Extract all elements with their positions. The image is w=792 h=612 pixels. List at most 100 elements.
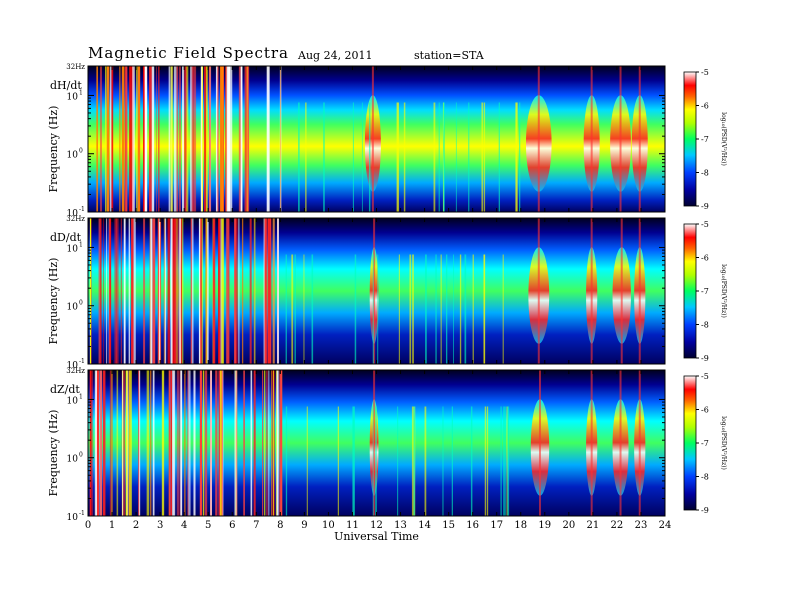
impulse-stripe xyxy=(200,218,204,364)
impulse-stripe xyxy=(116,218,119,364)
impulse-stripe xyxy=(124,370,125,516)
impulse-stripe xyxy=(227,66,231,212)
impulse-stripe xyxy=(468,102,470,212)
impulse-stripe xyxy=(125,370,128,516)
impulse-stripe xyxy=(483,102,486,212)
impulse-stripe xyxy=(204,370,208,516)
ytick-label: 10 xyxy=(67,151,79,161)
impulse-stripe xyxy=(239,66,241,212)
impulse-stripe xyxy=(206,218,208,364)
impulse-stripe xyxy=(103,218,104,364)
impulse-stripe xyxy=(276,370,279,516)
impulse-stripe xyxy=(180,370,182,516)
colorbar: -5 -6 -7 -8 -9 log₁₀(PSD(V²/Hz)) xyxy=(683,220,727,363)
impulse-stripe xyxy=(267,66,270,212)
impulse-stripe xyxy=(464,254,467,364)
impulse-stripe xyxy=(215,370,218,516)
impulse-stripe xyxy=(306,406,308,516)
xtick-label: 10 xyxy=(322,520,335,531)
impulse-stripe xyxy=(164,218,167,364)
xtick-label: 8 xyxy=(277,520,283,531)
impulse-stripe xyxy=(131,66,133,212)
xtick-label: 5 xyxy=(205,520,211,531)
impulse-stripe xyxy=(238,218,240,364)
impulse-stripe xyxy=(516,102,518,212)
impulse-stripe xyxy=(199,370,202,516)
impulse-stripe xyxy=(186,66,189,212)
impulse-stripe xyxy=(403,102,406,212)
colorbar: -5 -6 -7 -8 -9 log₁₀(PSD(V²/Hz)) xyxy=(683,68,727,211)
component-label: dZ/dt xyxy=(50,383,80,396)
impulse-stripe xyxy=(433,102,436,212)
colorbar-tick-label: -8 xyxy=(701,169,709,178)
colorbar-tick-label: -9 xyxy=(701,506,709,515)
impulse-stripe xyxy=(200,218,202,364)
impulse-stripe xyxy=(190,218,194,364)
impulse-stripe xyxy=(372,406,374,516)
xtick-label: 15 xyxy=(442,520,455,531)
impulse-stripe xyxy=(146,370,150,516)
impulse-stripe xyxy=(234,370,237,516)
impulse-stripe xyxy=(128,218,131,364)
impulse-stripe xyxy=(149,66,152,212)
impulse-stripe xyxy=(150,66,152,212)
impulse-stripe xyxy=(205,66,208,212)
impulse-stripe xyxy=(152,370,155,516)
impulse-stripe xyxy=(209,66,211,212)
impulse-stripe xyxy=(303,254,305,364)
impulse-stripe xyxy=(106,66,110,212)
impulse-stripe xyxy=(89,370,92,516)
impulse-stripe xyxy=(537,218,540,364)
impulse-stripe xyxy=(102,370,106,516)
impulse-stripe xyxy=(519,102,521,212)
impulse-stripe xyxy=(277,218,279,364)
impulse-stripe xyxy=(244,66,248,212)
ytick-exponent: 0 xyxy=(79,300,83,307)
xtick-label: 23 xyxy=(635,520,648,531)
impulse-stripe xyxy=(538,370,541,516)
impulse-stripe xyxy=(143,218,146,364)
impulse-stripe xyxy=(172,218,176,364)
impulse-stripe xyxy=(638,218,641,364)
xtick-label: 11 xyxy=(346,520,359,531)
impulse-stripe xyxy=(253,370,256,516)
station-label: station=STA xyxy=(414,49,484,62)
impulse-stripe xyxy=(443,102,445,212)
impulse-stripe xyxy=(138,370,141,516)
impulse-stripe xyxy=(176,218,178,364)
impulse-stripe xyxy=(453,254,454,364)
impulse-stripe xyxy=(218,218,221,364)
x-axis-label: Universal Time xyxy=(334,530,419,543)
impulse-stripe xyxy=(272,218,275,364)
impulse-stripe xyxy=(459,254,462,364)
impulse-stripe xyxy=(352,406,354,516)
impulse-stripe xyxy=(98,218,101,364)
impulse-stripe xyxy=(273,370,274,516)
xtick-label: 12 xyxy=(370,520,383,531)
impulse-stripe xyxy=(398,254,400,364)
impulse-stripe xyxy=(270,370,273,516)
impulse-stripe xyxy=(353,406,355,516)
impulse-stripe xyxy=(638,66,641,212)
xtick-label: 16 xyxy=(466,520,479,531)
impulse-stripe xyxy=(397,102,399,212)
impulse-stripe xyxy=(264,370,266,516)
impulse-stripe xyxy=(270,218,271,364)
impulse-stripe xyxy=(210,370,212,516)
impulse-stripe xyxy=(455,102,457,212)
colorbar-scale xyxy=(683,375,697,511)
impulse-stripe xyxy=(220,370,222,516)
date-label: Aug 24, 2011 xyxy=(298,49,373,62)
impulse-stripe xyxy=(119,66,121,212)
impulse-stripe xyxy=(122,370,124,516)
impulse-stripe xyxy=(109,370,111,516)
impulse-stripe xyxy=(247,66,250,212)
impulse-stripe xyxy=(207,218,209,364)
impulse-stripe xyxy=(202,370,205,516)
impulse-stripe xyxy=(375,406,377,516)
ytick-label: 10 xyxy=(67,303,79,313)
impulse-stripe xyxy=(239,66,242,212)
impulse-stripe xyxy=(253,218,255,364)
impulse-stripe xyxy=(470,406,473,516)
impulse-stripe xyxy=(184,66,187,212)
